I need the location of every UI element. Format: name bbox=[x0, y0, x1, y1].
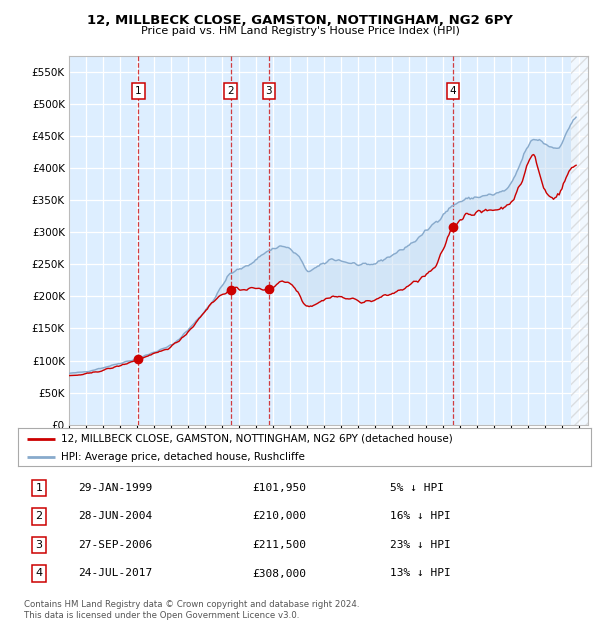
Text: 12, MILLBECK CLOSE, GAMSTON, NOTTINGHAM, NG2 6PY: 12, MILLBECK CLOSE, GAMSTON, NOTTINGHAM,… bbox=[87, 14, 513, 27]
Text: 2: 2 bbox=[227, 86, 234, 96]
Text: 23% ↓ HPI: 23% ↓ HPI bbox=[390, 540, 451, 550]
Text: 4: 4 bbox=[449, 86, 456, 96]
Text: 28-JUN-2004: 28-JUN-2004 bbox=[78, 512, 152, 521]
Text: 24-JUL-2017: 24-JUL-2017 bbox=[78, 569, 152, 578]
Text: 16% ↓ HPI: 16% ↓ HPI bbox=[390, 512, 451, 521]
Text: 3: 3 bbox=[35, 540, 43, 550]
Text: 1: 1 bbox=[35, 483, 43, 493]
Text: 29-JAN-1999: 29-JAN-1999 bbox=[78, 483, 152, 493]
Text: 3: 3 bbox=[266, 86, 272, 96]
Text: 13% ↓ HPI: 13% ↓ HPI bbox=[390, 569, 451, 578]
Text: HPI: Average price, detached house, Rushcliffe: HPI: Average price, detached house, Rush… bbox=[61, 451, 305, 462]
Text: 12, MILLBECK CLOSE, GAMSTON, NOTTINGHAM, NG2 6PY (detached house): 12, MILLBECK CLOSE, GAMSTON, NOTTINGHAM,… bbox=[61, 433, 453, 443]
Text: 5% ↓ HPI: 5% ↓ HPI bbox=[390, 483, 444, 493]
Text: 4: 4 bbox=[35, 569, 43, 578]
Text: 27-SEP-2006: 27-SEP-2006 bbox=[78, 540, 152, 550]
Text: This data is licensed under the Open Government Licence v3.0.: This data is licensed under the Open Gov… bbox=[24, 611, 299, 620]
Text: £101,950: £101,950 bbox=[252, 483, 306, 493]
Text: £211,500: £211,500 bbox=[252, 540, 306, 550]
Text: Price paid vs. HM Land Registry's House Price Index (HPI): Price paid vs. HM Land Registry's House … bbox=[140, 26, 460, 36]
Text: 1: 1 bbox=[135, 86, 142, 96]
Text: £210,000: £210,000 bbox=[252, 512, 306, 521]
Text: 2: 2 bbox=[35, 512, 43, 521]
Text: Contains HM Land Registry data © Crown copyright and database right 2024.: Contains HM Land Registry data © Crown c… bbox=[24, 600, 359, 609]
Text: £308,000: £308,000 bbox=[252, 569, 306, 578]
